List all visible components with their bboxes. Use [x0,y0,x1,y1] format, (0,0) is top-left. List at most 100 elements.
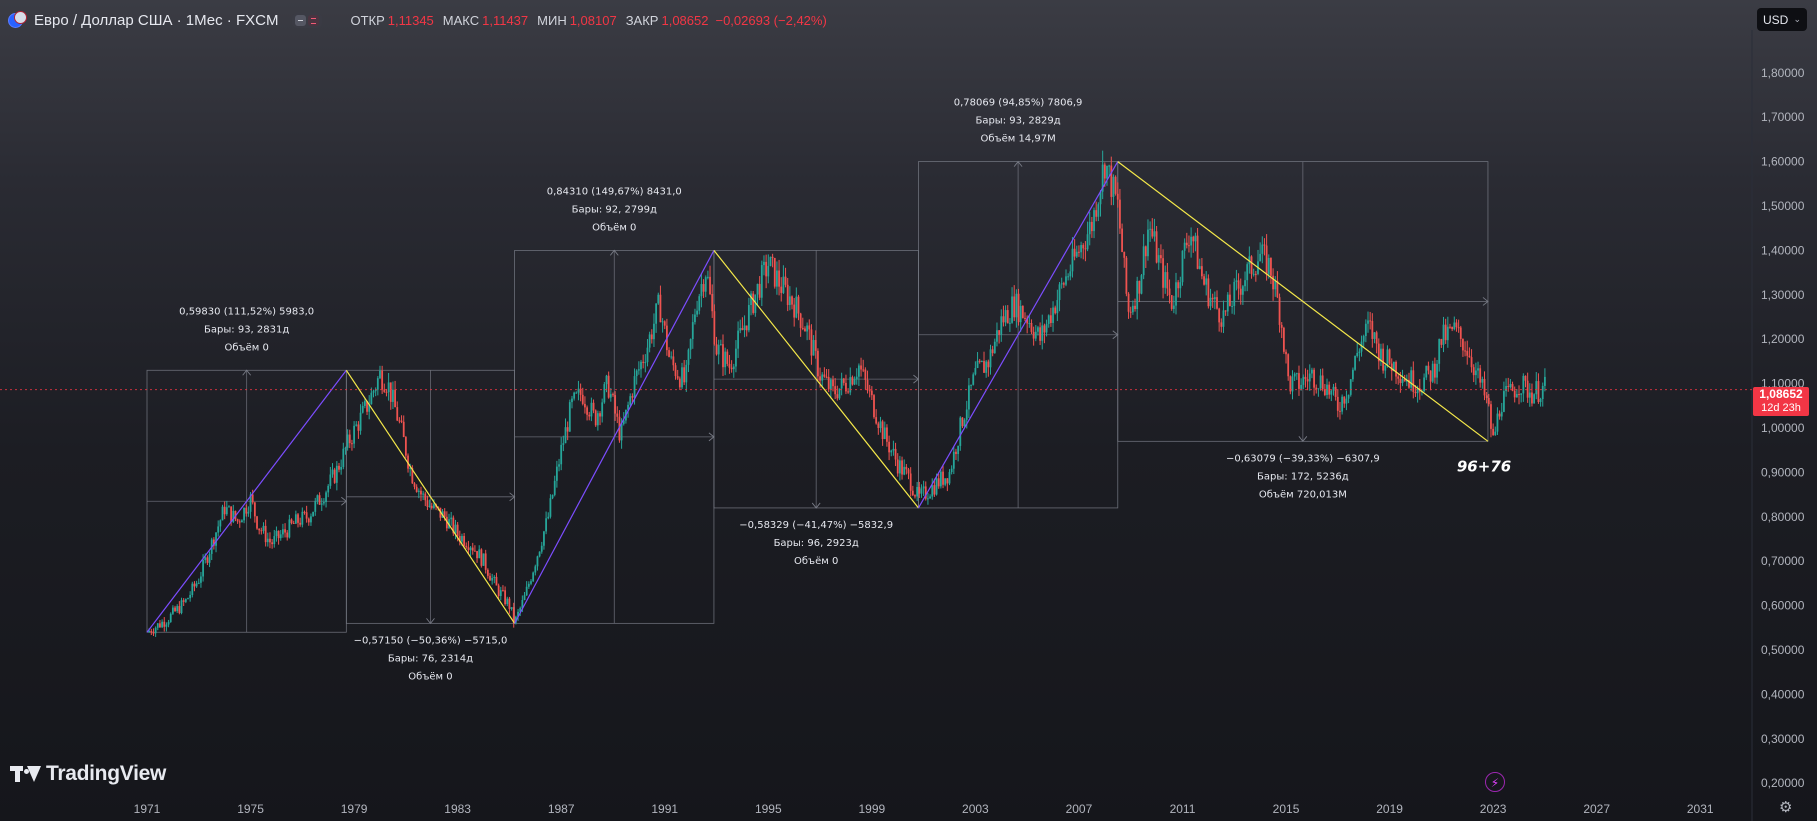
candle-body [1304,376,1307,380]
candle-body [845,382,847,392]
candle-body [247,511,250,514]
bar-countdown: 12d 23h [1761,402,1801,414]
candle-body [480,549,483,566]
low-label: МИН [537,12,567,28]
candle-body [499,590,502,597]
candle-body [855,376,858,380]
high-label: МАКС [442,12,480,28]
candle-body [551,494,554,499]
candle-body [1464,350,1466,352]
annotation-text: 96+76 [1457,458,1511,476]
candle-body [512,607,515,623]
candle-body [1131,305,1134,313]
candle-body [1345,398,1348,404]
candle-body [972,374,975,385]
candle-body [560,444,563,465]
tradingview-logo[interactable]: TradingView [10,762,166,786]
candle-body [1123,251,1126,258]
downtrend-line [345,369,516,624]
candle-body [549,498,552,517]
candle-body [1449,326,1451,328]
candle-body [1170,295,1173,309]
settings-gear-icon[interactable]: ⚙ [1779,799,1793,816]
currency-select[interactable]: USD ⌄ [1757,8,1807,31]
candle-body [527,583,530,587]
candle-body [1034,331,1037,339]
candle-body [491,578,494,581]
candle-body [1438,339,1441,364]
candle-body [461,536,463,542]
candle-body [959,417,962,446]
candle-body [782,276,785,293]
candle-body [258,528,261,531]
candle-body [1138,280,1141,294]
lightning-icon[interactable]: ⚡ [1485,772,1505,792]
candle-body [655,303,658,324]
candle-body [1509,384,1512,387]
candle-body [648,334,651,348]
candle-body [245,507,248,514]
x-tick-label: 2031 [1687,802,1714,816]
candle-body [212,539,215,546]
last-price-value: 1,08652 [1759,387,1803,401]
candle-body [1164,272,1167,288]
candle-body [409,468,412,470]
x-tick-label: 1999 [858,802,885,816]
candle-body [1183,242,1186,251]
candle-body [1009,322,1011,324]
symbol-title[interactable]: Евро / Доллар США · 1Мес · FXCM [34,11,279,29]
candle-body [864,369,867,380]
candle-body [1078,251,1080,253]
candle-body [236,519,239,522]
candle-body [292,522,295,524]
candle-body [607,375,610,398]
candle-body [1032,331,1035,339]
candle-body [933,485,936,495]
range-box-arrow [1013,160,1023,167]
candle-body [888,441,890,453]
candle-body [1071,248,1074,272]
candle-body [877,423,880,428]
range-box-label: −0,63079 (−39,33%) −6307,9 [1226,453,1380,464]
y-tick-label: 1,70000 [1761,110,1805,124]
close-value: 1,08652 [661,12,709,28]
candle-body [228,506,230,508]
candle-body [301,511,304,525]
candle-body [262,525,265,531]
x-tick-label: 2003 [962,802,989,816]
menu-icon[interactable] [308,14,320,26]
candle-body [860,365,862,370]
candle-body [715,344,718,355]
candle-body [1037,327,1039,332]
candle-body [1537,381,1540,403]
candle-body [1533,394,1536,404]
candle-body [1455,322,1458,328]
hide-icon[interactable] [295,14,307,26]
candle-body [290,519,293,523]
candle-body [316,495,319,502]
candle-body [305,512,308,519]
candle-body [368,404,371,412]
candle-body [1213,297,1216,300]
visibility-toggle[interactable] [292,12,323,28]
candle-body [1453,322,1456,330]
candle-body [810,329,813,356]
range-box-label: −0,57150 (−50,36%) −5715,0 [354,635,508,646]
candle-body [1017,293,1020,323]
candle-body [642,361,645,363]
candle-body [741,328,744,331]
candle-body [1315,387,1318,389]
candle-body [1261,244,1264,254]
candle-body [1457,327,1460,329]
candle-body [1531,392,1533,404]
candle-body [266,538,269,543]
candle-body [812,340,815,356]
candle-body [1116,193,1119,200]
candle-body [171,607,174,614]
candle-body [747,305,750,331]
candle-body [1166,272,1169,289]
candle-body [1380,348,1382,362]
candle-body [1377,343,1380,362]
candle-body [286,532,289,538]
